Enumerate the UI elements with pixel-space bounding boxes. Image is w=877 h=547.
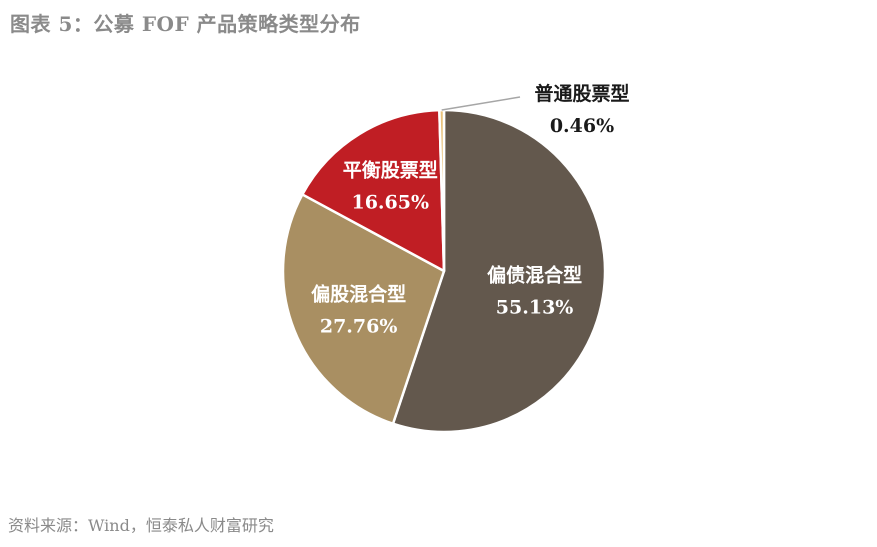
slice-labels: 偏债混合型 55.13% 偏股混合型 27.76% 平衡股票型 16.65% 普通股票型 0.… (311, 82, 629, 338)
pie-slice-2 (281, 193, 446, 425)
slice-name-label: 平衡股票型 (343, 159, 438, 182)
pie-slices (281, 108, 607, 434)
slice-value-label: 27.76% (320, 316, 398, 338)
slice-name-label: 偏股混合型 (311, 283, 406, 306)
source-note: 资料来源：Wind，恒泰私人财富研究 (8, 516, 274, 535)
slice-value-label: 0.46% (550, 115, 614, 137)
slice-value-label: 55.13% (496, 297, 574, 319)
leader-line (441, 96, 521, 111)
chart-title: 图表 5：公募 FOF 产品策略类型分布 (10, 12, 361, 36)
pie-slice-1 (391, 108, 607, 434)
pie-slice-3 (301, 108, 446, 273)
slice-name-label: 偏债混合型 (487, 264, 582, 287)
slice-name-label: 普通股票型 (534, 82, 629, 105)
slice-value-label: 16.65% (351, 192, 429, 214)
